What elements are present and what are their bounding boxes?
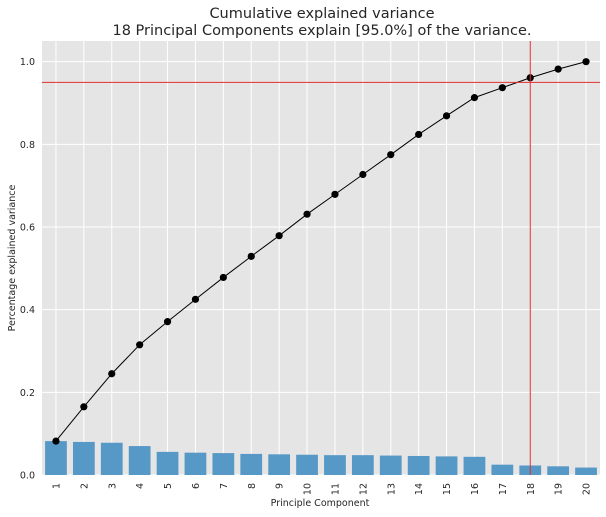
- x-tick-label: 5: [163, 483, 174, 489]
- line-point: [80, 403, 88, 411]
- bar: [240, 453, 263, 475]
- x-tick-label: 11: [330, 483, 341, 495]
- x-tick-label: 20: [582, 483, 593, 495]
- bar: [72, 441, 95, 475]
- chart-title: Cumulative explained variance: [209, 6, 434, 22]
- line-point: [554, 65, 562, 73]
- bar: [184, 452, 207, 475]
- plot-area: [42, 41, 600, 475]
- x-tick-label: 19: [554, 483, 565, 495]
- chart-subtitle: 18 Principal Components explain [95.0%] …: [112, 23, 531, 39]
- bar: [379, 455, 402, 475]
- line-point: [136, 341, 144, 349]
- x-tick-label: 1: [51, 483, 62, 489]
- line-point: [359, 170, 367, 179]
- x-tick-label: 6: [191, 483, 202, 489]
- y-tick-label: 0.6: [20, 223, 35, 234]
- y-tick-label: 0.0: [20, 471, 35, 482]
- bar: [100, 442, 123, 475]
- line-point: [442, 112, 451, 120]
- line-point: [219, 273, 227, 282]
- bar: [128, 446, 151, 475]
- line-point: [108, 370, 116, 378]
- line-point: [498, 84, 506, 92]
- bar: [268, 454, 291, 475]
- bar: [212, 453, 235, 475]
- bar: [156, 451, 179, 475]
- bar-series: [45, 441, 597, 475]
- line-point: [331, 190, 339, 198]
- line-point: [52, 437, 60, 445]
- bar: [491, 464, 514, 475]
- line-point: [247, 252, 255, 260]
- bar: [435, 456, 458, 475]
- line-point: [303, 210, 311, 218]
- cumulative-line: [55, 61, 587, 442]
- line-point: [163, 318, 172, 326]
- y-axis-label: Percentage explained variance: [7, 184, 18, 331]
- x-tick-label: 8: [247, 483, 258, 489]
- line-point: [470, 94, 479, 102]
- bar: [296, 454, 318, 475]
- y-tick-label: 0.4: [20, 305, 35, 316]
- line-point: [275, 232, 283, 240]
- bar: [463, 456, 486, 475]
- bar: [407, 455, 430, 475]
- x-tick-label: 12: [358, 483, 369, 495]
- x-tick-label: 13: [386, 483, 397, 495]
- y-tick-label: 0.2: [20, 388, 35, 399]
- line-point: [387, 151, 395, 159]
- line-point: [415, 130, 423, 139]
- bar: [575, 467, 597, 475]
- x-axis-label: Principle Component: [271, 498, 370, 509]
- x-tick-label: 18: [526, 483, 537, 495]
- line-point: [582, 58, 590, 66]
- x-tick-label: 16: [470, 483, 481, 495]
- x-tick-label: 14: [414, 483, 425, 495]
- y-axis-ticks: 0.0 0.2 0.4 0.6 0.8 1.0: [20, 57, 35, 481]
- threshold-lines: [42, 41, 600, 475]
- line-point: [191, 295, 200, 303]
- x-tick-label: 15: [442, 483, 453, 495]
- y-tick-label: 1.0: [20, 57, 35, 68]
- bar: [324, 455, 346, 475]
- x-tick-label: 17: [498, 483, 509, 495]
- bar: [547, 466, 570, 475]
- x-tick-label: 3: [107, 483, 118, 489]
- y-tick-label: 0.8: [20, 140, 35, 151]
- bar: [45, 441, 67, 475]
- x-axis-ticks: 1 2 3 4 5 6 7 8 9 10 11 12 13 14 15 16 17 18 19 20: [51, 483, 592, 495]
- x-tick-label: 10: [303, 483, 314, 495]
- x-tick-label: 7: [219, 483, 230, 489]
- x-tick-label: 9: [275, 483, 286, 489]
- bar: [351, 455, 374, 475]
- x-tick-label: 4: [135, 483, 146, 489]
- x-tick-label: 2: [79, 483, 90, 489]
